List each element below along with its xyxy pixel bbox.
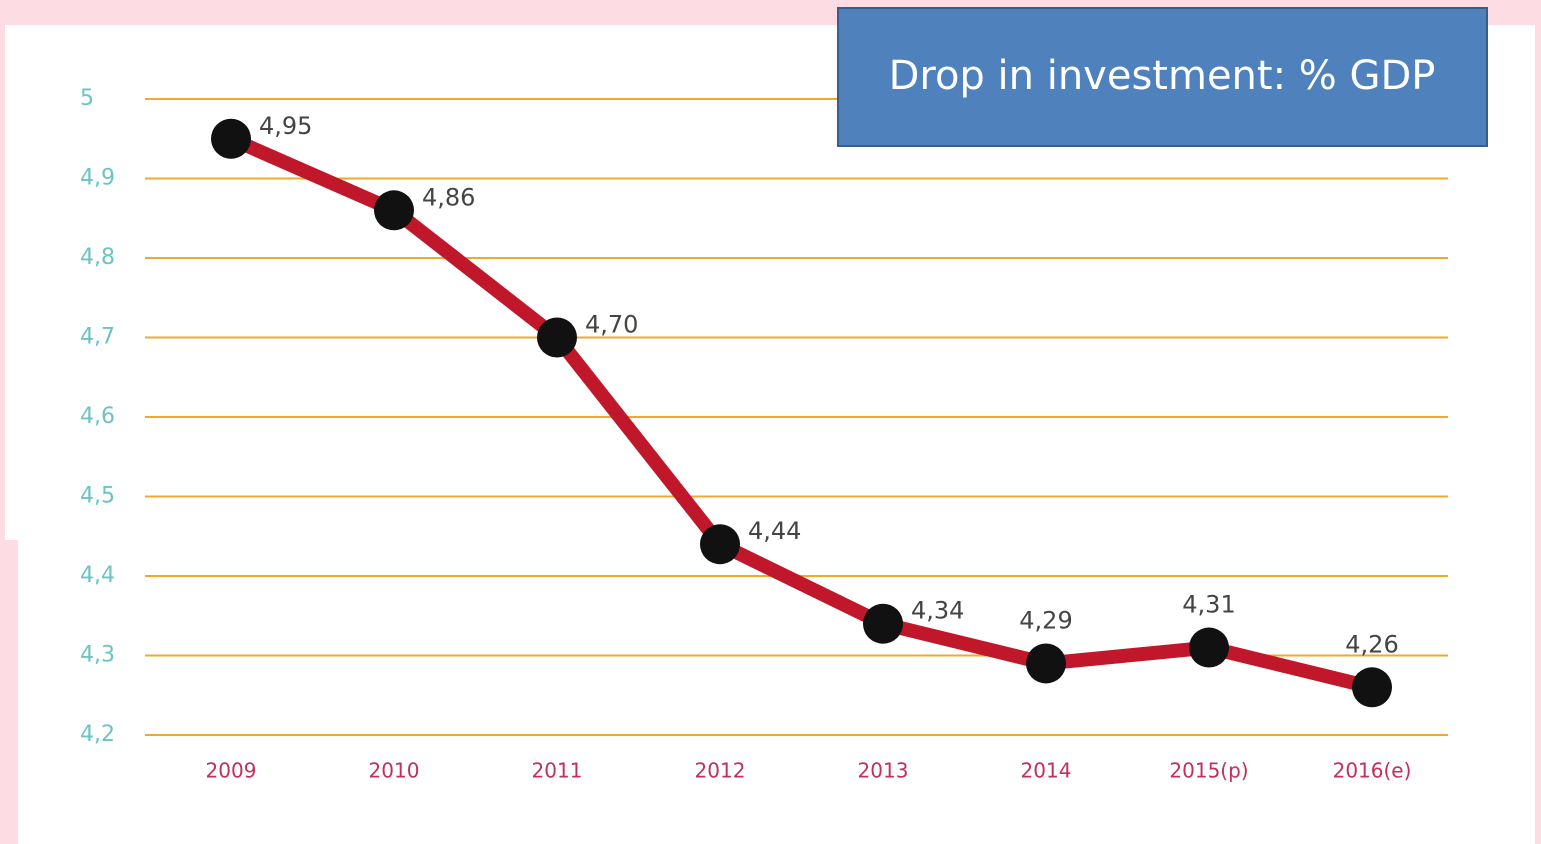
y-tick-label: 4,7 (80, 325, 115, 350)
data-label: 4,95 (259, 112, 312, 140)
y-tick-label: 4,5 (80, 484, 115, 509)
marker (374, 190, 414, 231)
y-tick-label: 4,3 (80, 643, 115, 668)
x-tick-label: 2010 (369, 759, 420, 783)
plot-background (5, 25, 1535, 844)
x-tick-label: 2009 (206, 759, 257, 783)
marker (1026, 643, 1066, 684)
y-tick-label: 4,6 (80, 404, 115, 429)
x-tick-label: 2012 (695, 759, 746, 783)
y-tick-label: 4,8 (80, 245, 115, 270)
line (228, 132, 1374, 695)
marker (537, 317, 577, 358)
x-tick-label: 2011 (532, 759, 583, 783)
y-tick-label: 4,2 (80, 722, 115, 747)
marker (700, 524, 740, 565)
y-tick-label: 5 (80, 86, 94, 111)
data-label: 4,44 (748, 517, 801, 545)
marks: 4,95 4,86 4,70 4,44 4,34 4,29 4,31 4,26 (211, 112, 1399, 708)
data-label: 4,34 (911, 597, 964, 625)
x-tick-label: 2014 (1021, 759, 1072, 783)
data-label: 4,31 (1182, 591, 1235, 619)
x-tick-label: 2015(p) (1169, 759, 1248, 783)
page-edge (0, 540, 18, 844)
chart-title: Drop in investment: % GDP (889, 53, 1436, 99)
x-tick-label: 2013 (858, 759, 909, 783)
title-box (837, 7, 1488, 147)
data-label: 4,26 (1345, 630, 1398, 658)
data-label: 4,70 (585, 311, 638, 339)
data-label: 4,29 (1019, 606, 1072, 634)
y-tick-label: 4,4 (80, 563, 115, 588)
marker (1189, 627, 1229, 668)
marker (863, 603, 903, 644)
data-label: 4,86 (422, 183, 475, 211)
y-tick-label: 4,9 (80, 166, 115, 191)
marker (1352, 667, 1392, 708)
marker (211, 118, 251, 159)
x-tick-label: 2016(e) (1333, 759, 1412, 783)
